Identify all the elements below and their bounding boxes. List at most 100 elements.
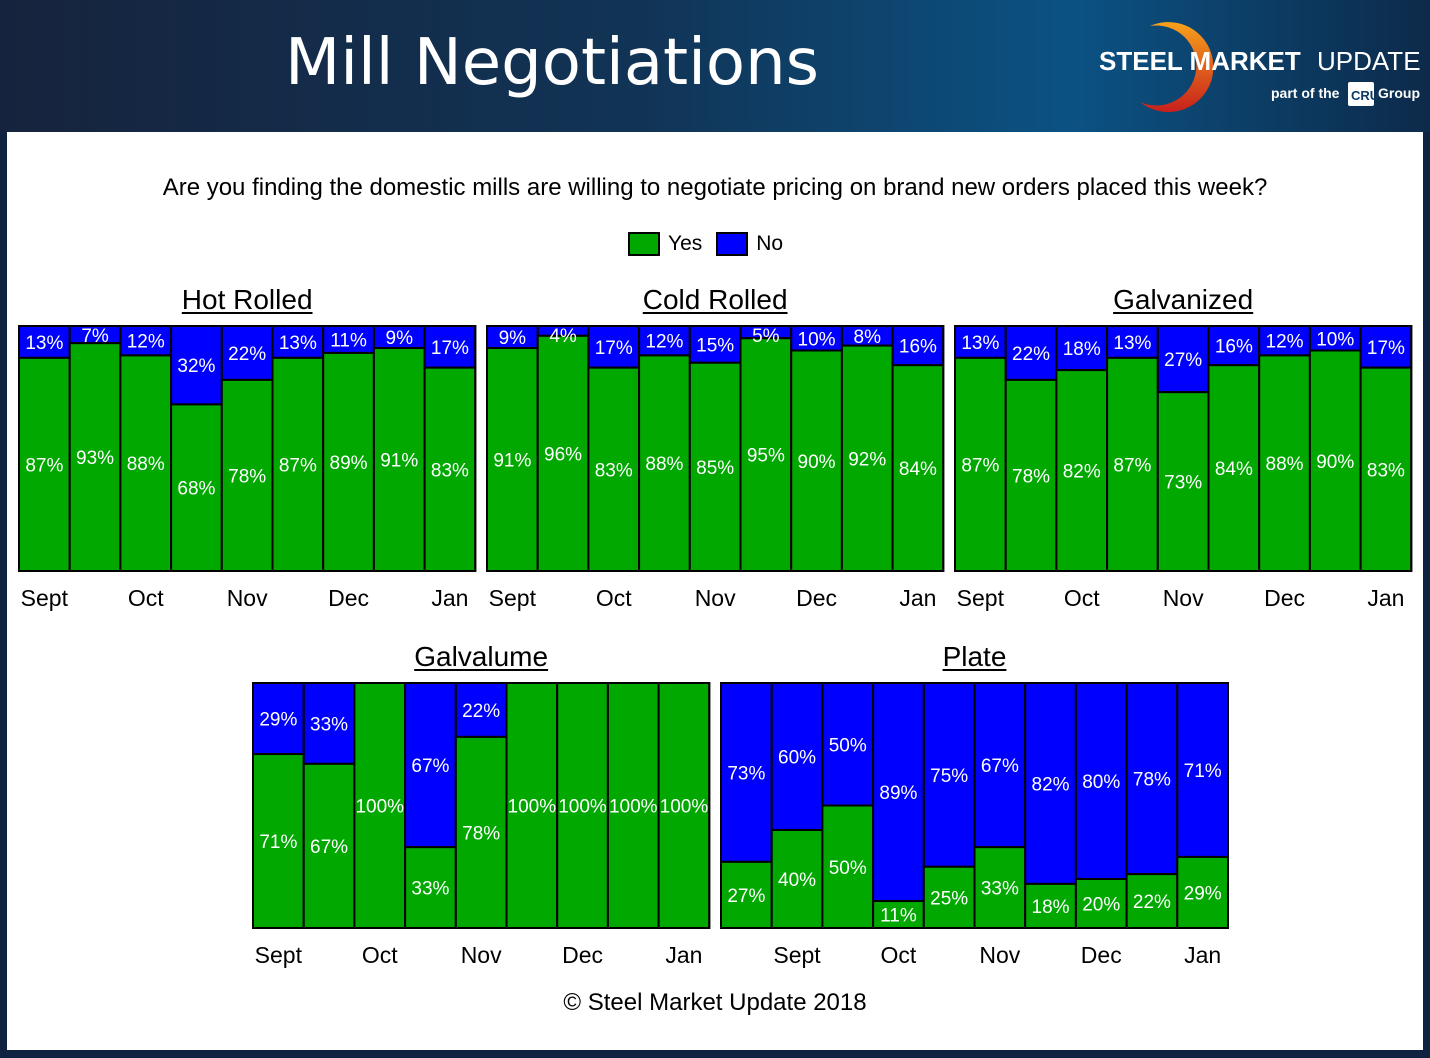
bar-yes <box>1207 364 1261 573</box>
bar-group: 10% 90% <box>790 325 843 572</box>
chart-galvanized: Galvanized 13% 87% 22% 78% 18% 82% 13% 87% 27% 73… <box>954 284 1413 611</box>
bar-yes <box>486 347 539 572</box>
x-tick-label: Nov <box>695 585 736 611</box>
bar-yes <box>1055 369 1109 572</box>
data-label-yes: 83% <box>595 460 633 481</box>
data-label-no: 13% <box>961 333 999 354</box>
data-label-no: 5% <box>752 326 780 347</box>
plot-frame <box>720 682 1229 929</box>
bar-yes <box>606 682 660 929</box>
chart-title: Galvalume <box>414 641 549 672</box>
data-label-no: 8% <box>854 327 882 348</box>
bar-yes <box>271 356 325 572</box>
bar-group: 5% 95% <box>739 325 793 572</box>
data-label-yes: 67% <box>310 837 348 858</box>
bar-no <box>1156 325 1210 394</box>
bar-group: 100% <box>657 682 711 929</box>
data-label-yes: 83% <box>1367 460 1405 481</box>
data-label-no: 12% <box>645 332 683 353</box>
data-label-yes: 18% <box>1032 897 1070 918</box>
data-label-yes: 89% <box>330 453 368 474</box>
x-tick-label: Oct <box>596 585 632 611</box>
bar-no <box>1024 682 1077 885</box>
data-label-yes: 25% <box>930 888 968 909</box>
bar-group: 9% 91% <box>372 325 426 572</box>
data-label-no: 67% <box>411 756 449 777</box>
data-label-no: 67% <box>981 756 1019 777</box>
bar-yes <box>922 865 976 929</box>
bar-yes <box>688 361 742 572</box>
chart-plot: 13% 87% 7% 93% 12% 88% 32% 68% 22% 78% 13% 87% 11% 89… <box>18 325 477 611</box>
data-label-yes: 85% <box>696 458 734 479</box>
x-tick-label: Jan <box>1367 585 1404 611</box>
bar-group: 82% 18% <box>1024 682 1077 929</box>
x-tick-label: Sept <box>255 942 303 968</box>
bar-group: 100% <box>505 682 559 929</box>
bar-group: 17% 83% <box>1359 325 1413 573</box>
bar-group: 18% 82% <box>1055 325 1109 572</box>
bar-group: 27% 73% <box>1156 325 1210 573</box>
data-label-no: 73% <box>727 763 765 784</box>
data-label-yes: 73% <box>1164 473 1202 494</box>
chart-hot-rolled: Hot Rolled 13% 87% 7% 93% 12% 88% 32% 68% 22% 78%… <box>18 284 477 611</box>
data-label-yes: 50% <box>829 858 867 879</box>
x-tick-label: Nov <box>979 942 1020 968</box>
x-tick-label: Nov <box>227 585 268 611</box>
bar-group: 13% 87% <box>18 325 71 572</box>
legend-label-no: No <box>756 232 784 255</box>
data-label-no: 7% <box>81 326 109 347</box>
bar-yes <box>119 354 173 573</box>
bar-no <box>688 325 742 364</box>
steel-market-update-logo: STEEL MARKET UPDATE part of the CRU Grou… <box>1095 14 1430 114</box>
bar-group: 75% 25% <box>922 682 976 929</box>
bar-group: 50% 50% <box>821 682 875 929</box>
data-label-no: 33% <box>310 714 348 735</box>
bar-group: 12% 88% <box>638 325 691 573</box>
data-label-no: 17% <box>431 338 469 359</box>
bar-group: 12% 88% <box>1258 325 1311 573</box>
chart-plot: 73% 27% 60% 40% 50% 50% 89% 11% 75% 25% 67% 33% 82% 1… <box>720 682 1229 968</box>
data-label-no: 80% <box>1082 772 1120 793</box>
data-label-yes: 40% <box>778 870 816 891</box>
x-tick-label: Oct <box>1064 585 1100 611</box>
chart-plot: 29%71%33%67%100%67%33%22%78%100% 100% 100%… <box>252 682 711 968</box>
bar-group: 22% 78% <box>1004 325 1058 573</box>
x-tick-label: Sept <box>957 585 1005 611</box>
data-label-no: 22% <box>228 344 266 365</box>
survey-question: Are you finding the domestic mills are w… <box>162 174 1268 201</box>
data-label-yes: 84% <box>1215 459 1253 480</box>
bar-no <box>271 325 325 359</box>
data-label-no: 16% <box>899 337 937 358</box>
bar-yes <box>1176 855 1229 929</box>
bar-group: 16% 84% <box>1207 325 1261 573</box>
bar-group: 33% 67% <box>302 682 356 929</box>
bar-yes <box>536 334 590 572</box>
data-label-yes: 11% <box>880 906 917 927</box>
x-tick-label: Jan <box>899 585 936 611</box>
x-tick-label: Jan <box>431 585 468 611</box>
data-label-yes: 100% <box>660 797 709 818</box>
bar-yes <box>1258 354 1311 573</box>
bar-no <box>252 682 305 756</box>
data-label-no: 50% <box>829 735 867 756</box>
bar-no <box>720 682 773 863</box>
data-label-no: 78% <box>1133 770 1171 791</box>
x-tick-label: Dec <box>328 585 369 611</box>
legend-swatch-yes <box>628 232 660 256</box>
bar-group: 7% 93% <box>68 325 122 573</box>
bar-yes <box>353 682 407 929</box>
data-label-yes: 87% <box>1113 455 1151 476</box>
chart-plot: 9%91%4%96%17%83%12%88%15%85%5%95%10%90%8… <box>486 325 945 611</box>
data-label-no: 60% <box>778 748 816 769</box>
data-label-no: 11% <box>330 330 367 351</box>
bar-yes <box>1308 349 1362 572</box>
data-label-yes: 87% <box>961 455 999 476</box>
data-label-yes: 22% <box>1133 892 1171 913</box>
bar-yes <box>404 846 457 929</box>
data-label-no: 27% <box>1164 350 1202 371</box>
x-tick-label: Sept <box>773 942 821 968</box>
chart-title: Cold Rolled <box>642 284 788 315</box>
data-label-no: 22% <box>1012 344 1050 365</box>
bar-yes <box>423 366 477 573</box>
data-label-no: 89% <box>879 783 917 804</box>
